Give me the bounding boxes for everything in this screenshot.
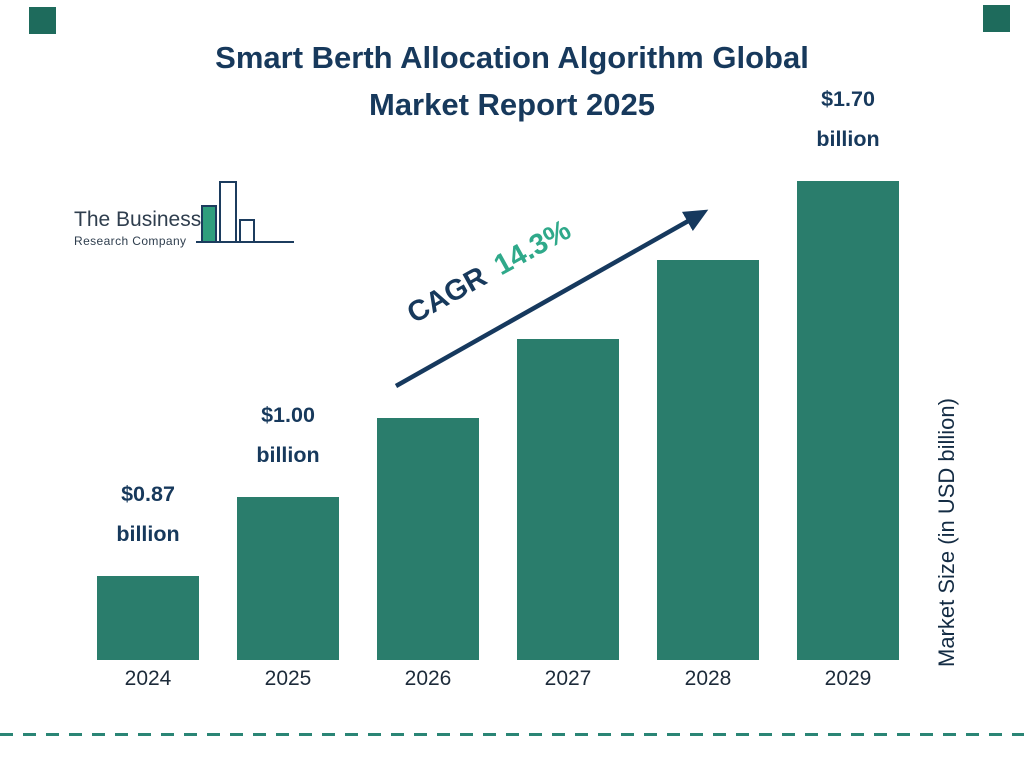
bottom-dashed-divider — [0, 733, 1024, 736]
y-axis-label: Market Size (in USD billion) — [934, 398, 959, 667]
corner-square-top-left — [29, 7, 56, 34]
corner-square-top-right — [983, 5, 1010, 32]
page-title-line2: Market Report 2025 — [368, 87, 656, 122]
company-logo: The Business Research Company — [74, 178, 314, 256]
bar-chart-logo-icon — [194, 178, 299, 255]
bar-2026 — [377, 418, 479, 660]
bar-2027 — [517, 339, 619, 660]
company-name-line1: The Business — [74, 208, 202, 231]
page-title-line1: Smart Berth Allocation Algorithm Global — [215, 40, 809, 75]
bar-2025 — [237, 497, 339, 660]
x-axis-label-2027: 2027 — [544, 667, 592, 690]
x-axis-label-2025: 2025 — [264, 667, 312, 690]
page-title: Smart Berth Allocation Algorithm Global … — [215, 34, 809, 128]
bar-2029 — [797, 181, 899, 660]
x-axis-label-2024: 2024 — [124, 667, 172, 690]
x-axis-label-2026: 2026 — [404, 667, 452, 690]
bar-2024 — [97, 576, 199, 660]
value-label-2024: $0.87 billion — [116, 482, 180, 546]
company-logo-text: The Business Research Company — [74, 208, 201, 248]
bar-2028 — [657, 260, 759, 660]
x-axis-label-2029: 2029 — [824, 667, 872, 690]
x-axis-label-2028: 2028 — [684, 667, 732, 690]
company-name-line2: Research Company — [74, 234, 187, 248]
value-label-2029: $1.70 billion — [816, 87, 880, 151]
value-label-2025: $1.00 billion — [256, 403, 320, 467]
